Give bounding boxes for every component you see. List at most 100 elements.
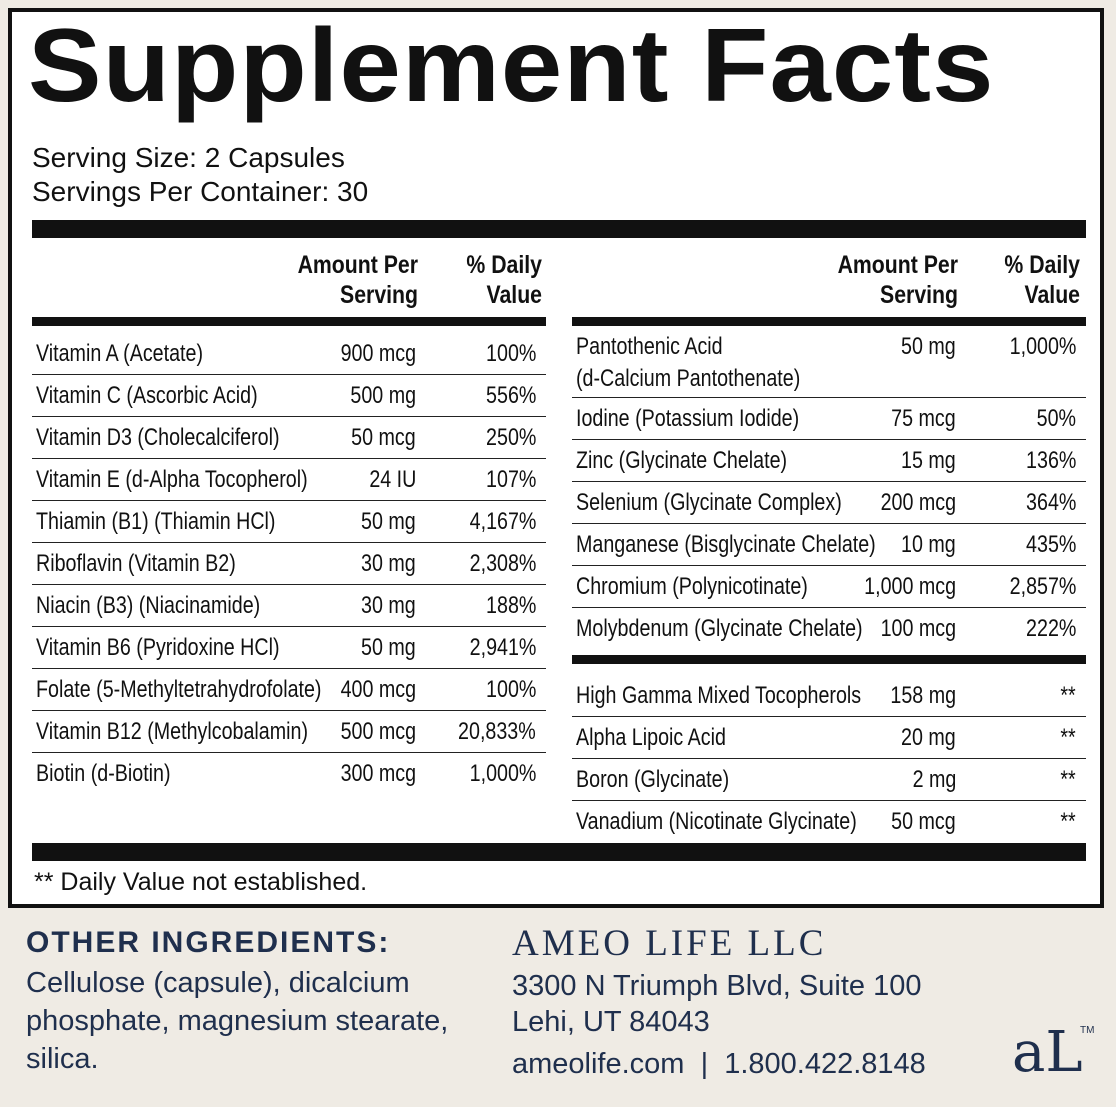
daily-value: 2,941%	[469, 634, 536, 661]
nutrient-name: Manganese (Bisglycinate Chelate)	[576, 531, 876, 558]
daily-value: 435%	[1025, 531, 1076, 558]
serving-size: Serving Size: 2 Capsules	[32, 142, 345, 173]
table-row: Vitamin B6 (Pyridoxine HCl) 50 mg 2,941%	[32, 627, 546, 669]
company-contact: ameolife.com | 1.800.422.8148	[512, 1048, 926, 1080]
table-row: Pantothenic Acid (d-Calcium Pantothenate)…	[572, 326, 1086, 398]
amount-per-serving: 50 mcg	[351, 424, 416, 451]
table-row: Manganese (Bisglycinate Chelate) 10 mg 435…	[572, 524, 1086, 566]
other-ingredients-text: Cellulose (capsule), dicalcium phosphate…	[26, 967, 449, 1075]
daily-value: **	[1060, 808, 1076, 835]
amount-per-serving: 50 mg	[361, 508, 416, 535]
ameo-logo: aL	[1012, 1020, 1083, 1085]
nutrient-name: Folate (5-Methyltetrahydrofolate)	[36, 676, 322, 703]
nutrient-name: Niacin (B3) (Niacinamide)	[36, 592, 261, 619]
amount-per-serving: 50 mg	[901, 333, 956, 360]
dv-header-line1: % Daily	[1004, 251, 1080, 279]
amount-per-serving: 200 mcg	[880, 489, 956, 516]
amount-per-serving: 158 mg	[890, 682, 956, 709]
amount-per-serving: 50 mcg	[891, 808, 956, 835]
daily-value: 188%	[485, 592, 536, 619]
table-row: Riboflavin (Vitamin B2) 30 mg 2,308%	[32, 543, 546, 585]
table-row: Alpha Lipoic Acid 20 mg **	[572, 717, 1086, 759]
other-ingredients-title: OTHER INGREDIENTS:	[26, 926, 391, 959]
nutrient-name: Selenium (Glycinate Complex)	[576, 489, 842, 516]
table-row: Thiamin (B1) (Thiamin HCl) 50 mg 4,167%	[32, 501, 546, 543]
amount-header-line1: Amount Per	[297, 251, 418, 279]
amount-per-serving: 30 mg	[361, 592, 416, 619]
page-title: Supplement Facts	[28, 8, 995, 124]
dv-header-line1: % Daily	[466, 251, 542, 279]
daily-value: 556%	[485, 382, 536, 409]
nutrient-name: High Gamma Mixed Tocopherols	[576, 682, 862, 709]
thick-divider-top	[32, 220, 1086, 238]
nutrient-name: Thiamin (B1) (Thiamin HCl)	[36, 508, 276, 535]
daily-value: 20,833%	[458, 718, 536, 745]
amount-per-serving: 400 mcg	[340, 676, 416, 703]
table-row: High Gamma Mixed Tocopherols 158 mg **	[572, 675, 1086, 717]
thick-divider-bottom	[32, 843, 1086, 861]
nutrient-name: Iodine (Potassium Iodide)	[576, 405, 800, 432]
right-dv-header: % Daily Value	[985, 250, 1080, 310]
nutrient-name: Boron (Glycinate)	[576, 766, 730, 793]
nutrient-name: Riboflavin (Vitamin B2)	[36, 550, 236, 577]
company-name: AMEO LIFE LLC	[512, 923, 827, 964]
amount-per-serving: 24 IU	[368, 466, 416, 493]
nutrient-name: Vitamin B12 (Methylcobalamin)	[36, 718, 308, 745]
daily-value: 1,000%	[469, 760, 536, 787]
amount-per-serving: 30 mg	[361, 550, 416, 577]
daily-value: 100%	[485, 676, 536, 703]
nutrient-name-line2: (d-Calcium Pantothenate)	[576, 365, 801, 392]
right-amount-header: Amount Per Serving	[807, 250, 958, 310]
amount-per-serving: 300 mcg	[340, 760, 416, 787]
daily-value: **	[1060, 766, 1076, 793]
amount-per-serving: 900 mcg	[340, 340, 416, 367]
company-address-line2: Lehi, UT 84043	[512, 1006, 710, 1038]
nutrient-name: Vitamin C (Ascorbic Acid)	[36, 382, 258, 409]
daily-value: 364%	[1025, 489, 1076, 516]
daily-value: 4,167%	[469, 508, 536, 535]
dv-header-line2: Value	[486, 281, 542, 309]
daily-value: 50%	[1036, 405, 1076, 432]
servings-per-container: Servings Per Container: 30	[32, 176, 369, 207]
amount-per-serving: 500 mg	[350, 382, 416, 409]
table-row: Folate (5-Methyltetrahydrofolate) 400 mcg…	[32, 669, 546, 711]
daily-value: **	[1060, 724, 1076, 751]
nutrient-name: Biotin (d-Biotin)	[36, 760, 171, 787]
dv-header-line2: Value	[1024, 281, 1080, 309]
nutrient-name: Zinc (Glycinate Chelate)	[576, 447, 788, 474]
daily-value: 136%	[1025, 447, 1076, 474]
amount-per-serving: 500 mcg	[340, 718, 416, 745]
left-dv-header: % Daily Value	[447, 250, 542, 310]
daily-value: **	[1060, 682, 1076, 709]
amount-per-serving: 15 mg	[901, 447, 956, 474]
table-row: Biotin (d-Biotin) 300 mcg 1,000%	[32, 753, 546, 795]
amount-per-serving: 1,000 mcg	[864, 573, 956, 600]
daily-value: 107%	[485, 466, 536, 493]
daily-value: 250%	[485, 424, 536, 451]
amount-per-serving: 50 mg	[361, 634, 416, 661]
amount-per-serving: 75 mcg	[891, 405, 956, 432]
daily-value: 1,000%	[1009, 333, 1076, 360]
table-row: Vitamin D3 (Cholecalciferol) 50 mcg 250%	[32, 417, 546, 459]
nutrient-name: Vitamin A (Acetate)	[36, 340, 204, 367]
table-row: Vitamin E (d-Alpha Tocopherol) 24 IU 107%	[32, 459, 546, 501]
amount-per-serving: 20 mg	[901, 724, 956, 751]
table-row: Vitamin A (Acetate) 900 mcg 100%	[32, 333, 546, 375]
table-row: Selenium (Glycinate Complex) 200 mcg 364%	[572, 482, 1086, 524]
right-header-divider	[572, 317, 1086, 326]
left-header-divider	[32, 317, 546, 326]
amount-per-serving: 2 mg	[912, 766, 956, 793]
amount-header-line2: Serving	[880, 281, 958, 309]
nutrient-name: Vitamin B6 (Pyridoxine HCl)	[36, 634, 280, 661]
amount-per-serving: 100 mcg	[880, 615, 956, 642]
left-amount-header: Amount Per Serving	[267, 250, 418, 310]
nutrient-name: Alpha Lipoic Acid	[576, 724, 726, 751]
amount-header-line1: Amount Per	[837, 251, 958, 279]
table-row: Iodine (Potassium Iodide) 75 mcg 50%	[572, 398, 1086, 440]
nutrient-name: Vanadium (Nicotinate Glycinate)	[576, 808, 857, 835]
table-row: Vitamin C (Ascorbic Acid) 500 mg 556%	[32, 375, 546, 417]
daily-value: 2,857%	[1009, 573, 1076, 600]
amount-per-serving: 10 mg	[901, 531, 956, 558]
nutrient-name: Pantothenic Acid	[576, 333, 723, 360]
table-row: Chromium (Polynicotinate) 1,000 mcg 2,857%	[572, 566, 1086, 608]
